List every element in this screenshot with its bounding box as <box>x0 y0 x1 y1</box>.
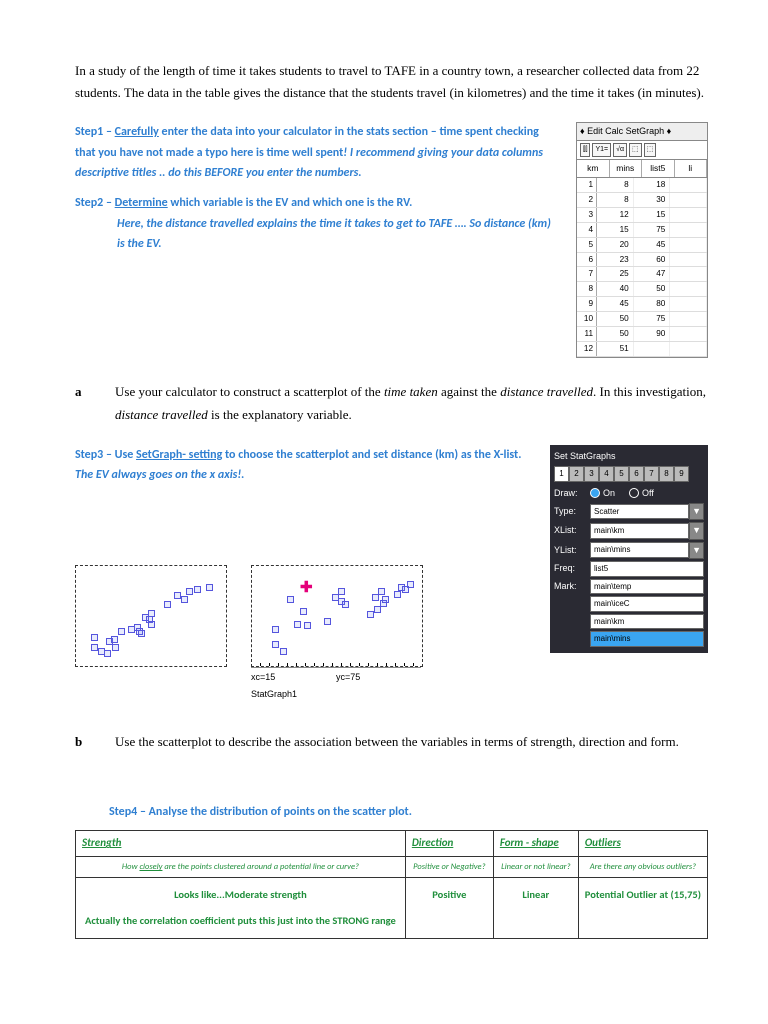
step2: Step2 – Determine which variable is the … <box>75 193 558 254</box>
step4: Step4 – Analyse the distribution of poin… <box>109 802 708 822</box>
intro-text: In a study of the length of time it take… <box>75 60 708 104</box>
question-b: b Use the scatterplot to describe the as… <box>75 730 708 753</box>
question-a: a Use your calculator to construct a sca… <box>75 380 708 427</box>
setgraph-settings: Set StatGraphs 123456789 Draw:OnOff Type… <box>550 445 708 653</box>
step3: Step3 – Use SetGraph- setting to choose … <box>75 445 532 486</box>
analysis-table: StrengthDirectionForm - shapeOutliers Ho… <box>75 830 708 939</box>
scatterplot-1 <box>75 565 227 703</box>
scatterplot-2: ✚ xc=15yc=75 StatGraph1 <box>251 565 423 703</box>
step1: Step1 – Carefully enter the data into yo… <box>75 122 558 183</box>
calculator-screenshot: ♦ Edit Calc SetGraph ♦ ⫿⫿Y1=√α⬚⬚ kmminsl… <box>576 122 708 358</box>
